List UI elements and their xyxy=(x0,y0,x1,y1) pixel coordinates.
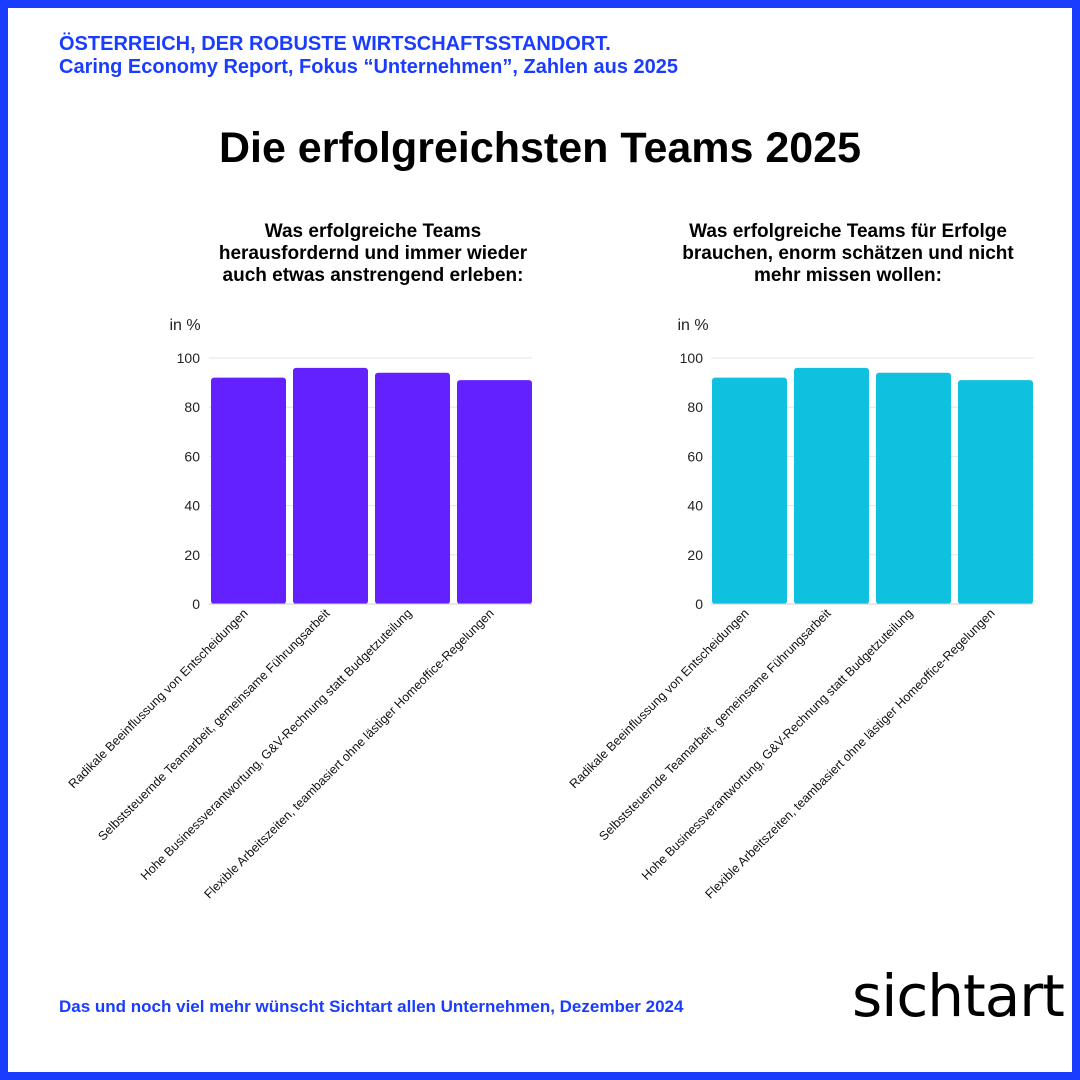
footer-text: Das und noch viel mehr wünscht Sichtart … xyxy=(59,997,684,1016)
chart-2-category-label: Radikale Beeinflussung von Entscheidunge… xyxy=(567,606,752,791)
chart-1-title: Was erfolgreiche Teams herausfordernd un… xyxy=(183,221,563,287)
chart-2-ytick-label: 40 xyxy=(687,498,703,514)
chart-2-title-line-2: brauchen, enorm schätzen und nicht xyxy=(682,243,1014,264)
chart-2-ytick-label: 80 xyxy=(687,399,703,415)
chart-2-ytick-label: 60 xyxy=(687,448,703,464)
chart-1-bar xyxy=(457,380,532,604)
page-title: Die erfolgreichsten Teams 2025 xyxy=(218,124,862,172)
chart-2-bar xyxy=(712,377,787,604)
chart-2-bar xyxy=(958,380,1033,604)
chart-1-title-line-2: herausfordernd und immer wieder xyxy=(218,243,528,264)
chart-1-ytick-label: 60 xyxy=(184,448,200,464)
header-line-1: ÖSTERREICH, DER ROBUSTE WIRTSCHAFTSSTAND… xyxy=(59,33,611,55)
chart-2-category-label: Hohe Businessverantwortung, G&V-Rechnung… xyxy=(639,606,916,883)
chart-2-category-label: Flexible Arbeitszeiten, teambasiert ohne… xyxy=(702,606,997,901)
header-line-2: Caring Economy Report, Fokus “Unternehme… xyxy=(59,56,679,78)
chart-1-title-line-3: auch etwas anstrengend erleben: xyxy=(222,265,524,286)
chart-1-ytick-label: 100 xyxy=(177,350,201,366)
chart-2-title: Was erfolgreiche Teams für Erfolge brauc… xyxy=(658,221,1038,287)
chart-1-bar xyxy=(293,367,368,604)
chart-1-ytick-label: 0 xyxy=(192,596,200,612)
chart-1-bar xyxy=(375,372,450,604)
chart-2-title-line-3: mehr missen wollen: xyxy=(754,265,942,286)
chart-1-ytick-label: 40 xyxy=(184,498,200,514)
chart-2-bar xyxy=(794,367,869,604)
chart-2-bar xyxy=(876,372,951,604)
report-header: ÖSTERREICH, DER ROBUSTE WIRTSCHAFTSSTAND… xyxy=(59,33,678,79)
chart-1-bar xyxy=(211,377,286,604)
chart-2-ytick-label: 0 xyxy=(695,596,703,612)
chart-1-ylabel: in % xyxy=(169,317,200,334)
chart-2-title-line-1: Was erfolgreiche Teams für Erfolge xyxy=(689,221,1007,242)
chart-1-ytick-label: 20 xyxy=(184,547,200,563)
sichtart-logo: sichtart xyxy=(852,962,1065,1030)
chart-2-ytick-label: 100 xyxy=(680,350,704,366)
chart-2-ytick-label: 20 xyxy=(687,547,703,563)
chart-2-ylabel: in % xyxy=(677,317,708,334)
chart-1-ytick-label: 80 xyxy=(184,399,200,415)
chart-1-title-line-1: Was erfolgreiche Teams xyxy=(264,221,482,242)
